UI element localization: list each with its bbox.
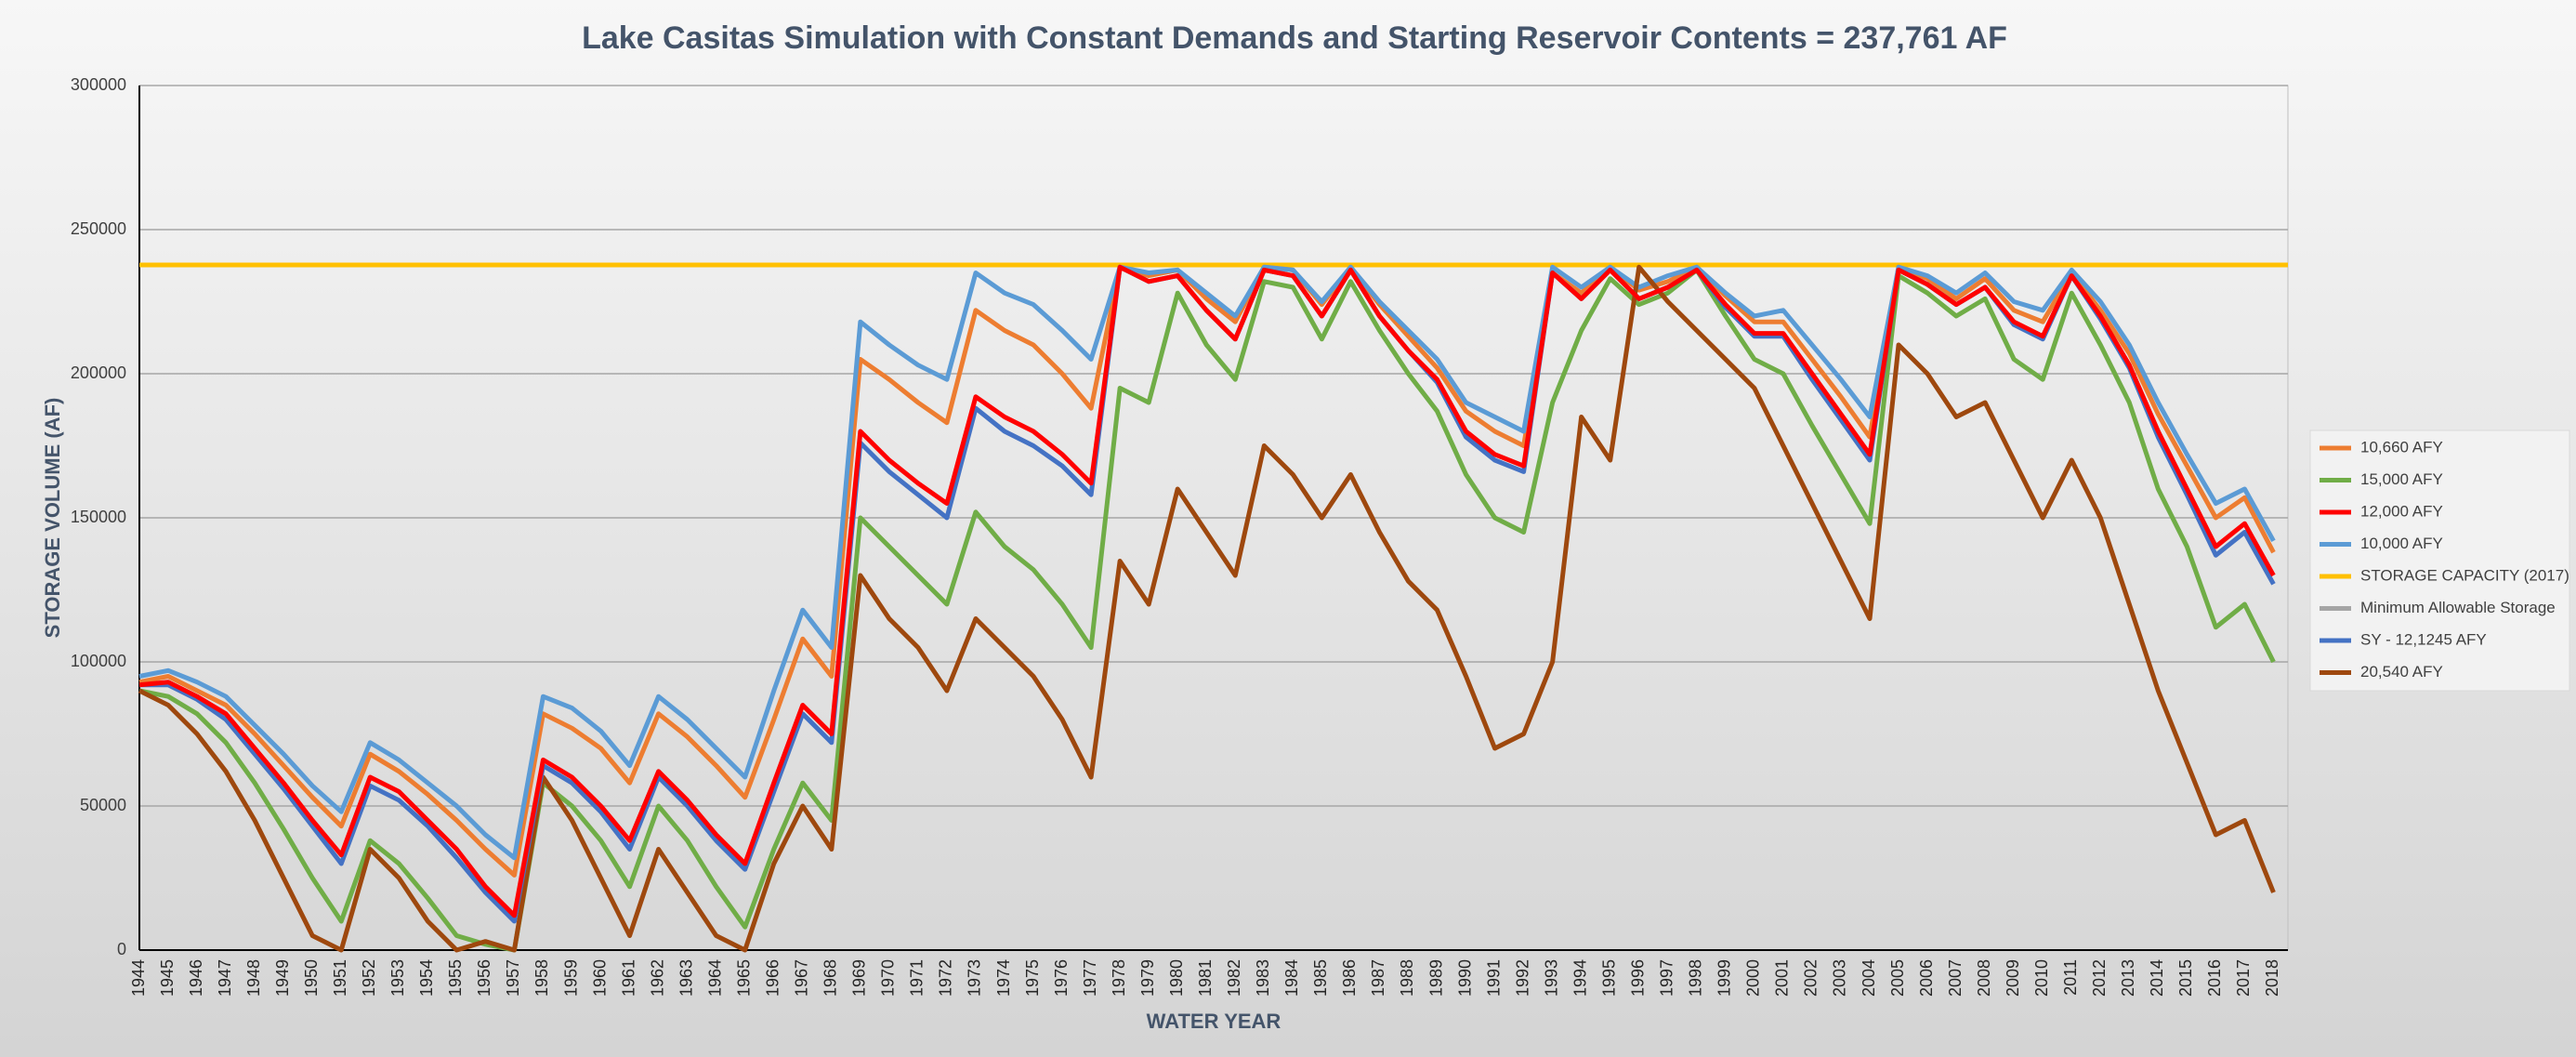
x-tick-label: 1965 <box>734 959 753 997</box>
x-tick-label: 1989 <box>1426 959 1445 997</box>
x-tick-label: 1979 <box>1138 959 1157 997</box>
x-tick-label: 1967 <box>793 959 811 997</box>
x-axis-label: WATER YEAR <box>1147 1010 1281 1033</box>
x-tick-label: 1980 <box>1167 959 1186 997</box>
x-tick-label: 2012 <box>2090 959 2109 997</box>
x-tick-label: 1986 <box>1340 959 1359 997</box>
x-tick-label: 2003 <box>1831 959 1849 997</box>
x-tick-label: 1961 <box>619 959 637 997</box>
x-tick-label: 1991 <box>1484 959 1503 997</box>
x-tick-label: 1960 <box>590 959 609 997</box>
x-tick-label: 1970 <box>879 959 898 997</box>
x-tick-label: 2007 <box>1946 959 1965 997</box>
x-tick-label: 2017 <box>2234 959 2253 997</box>
legend-label: 20,540 AFY <box>2360 663 2443 680</box>
x-tick-label: 1974 <box>994 959 1013 997</box>
x-tick-label: 1964 <box>705 959 724 997</box>
y-tick-label: 0 <box>117 940 126 958</box>
series-line <box>138 264 2276 918</box>
x-tick-label: 1953 <box>388 959 407 997</box>
x-tick-label: 1968 <box>821 959 840 997</box>
y-tick-label: 300000 <box>71 75 126 94</box>
x-tick-label: 1969 <box>850 959 869 997</box>
x-tick-label: 1955 <box>446 959 465 997</box>
x-tick-label: 1978 <box>1110 959 1128 997</box>
legend-label: 10,660 AFY <box>2360 438 2443 456</box>
x-tick-label: 2010 <box>2032 959 2051 997</box>
x-tick-label: 1954 <box>417 959 436 997</box>
x-tick-label: 1985 <box>1311 959 1330 997</box>
series-line <box>138 264 2276 953</box>
x-tick-label: 2009 <box>2004 959 2022 997</box>
x-tick-label: 1949 <box>273 959 292 997</box>
legend-box <box>2309 429 2570 692</box>
x-tick-label: 1997 <box>1658 959 1676 997</box>
x-tick-label: 1947 <box>216 959 234 997</box>
x-tick-label: 1999 <box>1715 959 1734 997</box>
x-tick-label: 2004 <box>1860 959 1878 997</box>
x-tick-label: 1966 <box>763 959 782 997</box>
x-tick-label: 1950 <box>302 959 321 997</box>
x-tick-label: 1992 <box>1513 959 1531 997</box>
x-tick-label: 1951 <box>331 959 349 997</box>
y-axis-label: STORAGE VOLUME (AF) <box>41 398 64 639</box>
x-tick-label: 1944 <box>129 959 148 997</box>
x-tick-label: 1982 <box>1225 959 1243 997</box>
legend-label: 12,000 AFY <box>2360 502 2443 520</box>
chart-title: Lake Casitas Simulation with Constant De… <box>582 20 2007 56</box>
series-line <box>138 264 2276 861</box>
x-tick-label: 2016 <box>2205 959 2224 997</box>
x-tick-label: 1958 <box>532 959 551 997</box>
y-tick-label: 100000 <box>71 652 126 670</box>
x-tick-label: 1962 <box>648 959 666 997</box>
x-tick-label: 2005 <box>1888 959 1907 997</box>
legend-label: 15,000 AFY <box>2360 470 2443 488</box>
x-tick-label: 1988 <box>1398 959 1416 997</box>
x-tick-label: 1994 <box>1571 959 1589 997</box>
x-tick-label: 1946 <box>187 959 205 997</box>
x-tick-label: 1987 <box>1369 959 1387 997</box>
x-tick-label: 1983 <box>1254 959 1272 997</box>
x-tick-label: 1945 <box>158 959 177 997</box>
x-tick-label: 1975 <box>1023 959 1042 997</box>
x-tick-label: 1990 <box>1455 959 1474 997</box>
x-tick-label: 2001 <box>1773 959 1792 997</box>
x-tick-label: 1984 <box>1282 959 1301 997</box>
x-tick-label: 1976 <box>1052 959 1071 997</box>
x-tick-label: 2008 <box>1975 959 1993 997</box>
legend-label: SY - 12,1245 AFY <box>2360 630 2487 648</box>
legend-label: 10,000 AFY <box>2360 535 2443 552</box>
x-tick-label: 2013 <box>2119 959 2137 997</box>
x-tick-label: 1948 <box>244 959 263 997</box>
x-tick-label: 2000 <box>1744 959 1763 997</box>
y-tick-label: 50000 <box>80 796 126 814</box>
x-tick-label: 1993 <box>1542 959 1560 997</box>
legend-label: Minimum Allowable Storage <box>2360 599 2556 616</box>
x-tick-label: 1959 <box>561 959 580 997</box>
x-tick-label: 2011 <box>2061 959 2080 996</box>
x-tick-label: 1971 <box>908 959 927 997</box>
x-tick-label: 2018 <box>2263 959 2281 997</box>
y-tick-label: 200000 <box>71 363 126 382</box>
x-tick-label: 1957 <box>504 959 522 997</box>
x-tick-label: 1973 <box>966 959 984 997</box>
x-tick-label: 2014 <box>2148 959 2166 997</box>
x-tick-label: 2002 <box>1802 959 1820 997</box>
x-tick-label: 1952 <box>360 959 378 997</box>
x-tick-label: 1972 <box>937 959 955 997</box>
x-tick-label: 1981 <box>1196 959 1215 997</box>
y-tick-label: 150000 <box>71 508 126 526</box>
legend-label: STORAGE CAPACITY (2017) <box>2360 566 2569 584</box>
x-tick-label: 1977 <box>1081 959 1099 997</box>
x-tick-label: 2015 <box>2176 959 2195 997</box>
x-tick-label: 2006 <box>1917 959 1936 997</box>
x-tick-label: 1998 <box>1687 959 1705 997</box>
x-tick-label: 1995 <box>1599 959 1618 997</box>
x-tick-label: 1956 <box>475 959 493 997</box>
y-tick-label: 250000 <box>71 219 126 238</box>
x-tick-label: 1963 <box>677 959 695 997</box>
x-tick-label: 1996 <box>1628 959 1647 997</box>
